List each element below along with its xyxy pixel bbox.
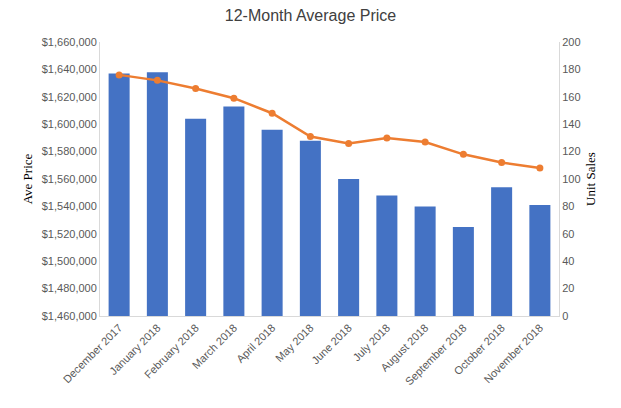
svg-text:September 2018: September 2018 — [403, 322, 469, 388]
svg-text:$1,620,000: $1,620,000 — [42, 91, 97, 103]
svg-text:140: 140 — [562, 118, 580, 130]
svg-text:160: 160 — [562, 91, 580, 103]
svg-text:August 2018: August 2018 — [378, 322, 430, 374]
svg-text:40: 40 — [562, 255, 574, 267]
svg-text:$1,500,000: $1,500,000 — [42, 255, 97, 267]
svg-text:60: 60 — [562, 228, 574, 240]
svg-text:12-Month Average Price: 12-Month Average Price — [225, 7, 396, 24]
svg-text:80: 80 — [562, 200, 574, 212]
svg-text:$1,580,000: $1,580,000 — [42, 145, 97, 157]
svg-text:May 2018: May 2018 — [273, 322, 316, 365]
svg-text:200: 200 — [562, 36, 580, 48]
svg-text:0: 0 — [562, 310, 568, 322]
svg-text:June 2018: June 2018 — [309, 322, 354, 367]
svg-text:$1,640,000: $1,640,000 — [42, 63, 97, 75]
svg-text:100: 100 — [562, 173, 580, 185]
svg-text:November 2018: November 2018 — [481, 322, 545, 386]
svg-text:$1,460,000: $1,460,000 — [42, 310, 97, 322]
svg-text:July 2018: July 2018 — [350, 322, 392, 364]
svg-text:180: 180 — [562, 63, 580, 75]
svg-text:January 2018: January 2018 — [107, 322, 163, 378]
svg-text:March 2018: March 2018 — [190, 322, 240, 372]
svg-text:$1,520,000: $1,520,000 — [42, 228, 97, 240]
svg-text:$1,540,000: $1,540,000 — [42, 200, 97, 212]
svg-text:Unit Sales: Unit Sales — [583, 152, 598, 206]
svg-text:$1,600,000: $1,600,000 — [42, 118, 97, 130]
svg-text:$1,480,000: $1,480,000 — [42, 282, 97, 294]
svg-text:$1,660,000: $1,660,000 — [42, 36, 97, 48]
svg-text:October 2018: October 2018 — [451, 322, 507, 378]
svg-text:120: 120 — [562, 145, 580, 157]
svg-text:20: 20 — [562, 282, 574, 294]
svg-text:Ave Price: Ave Price — [20, 153, 35, 204]
svg-text:December 2017: December 2017 — [61, 322, 125, 386]
svg-text:February 2018: February 2018 — [142, 322, 201, 381]
svg-text:April 2018: April 2018 — [234, 322, 278, 366]
svg-text:$1,560,000: $1,560,000 — [42, 173, 97, 185]
